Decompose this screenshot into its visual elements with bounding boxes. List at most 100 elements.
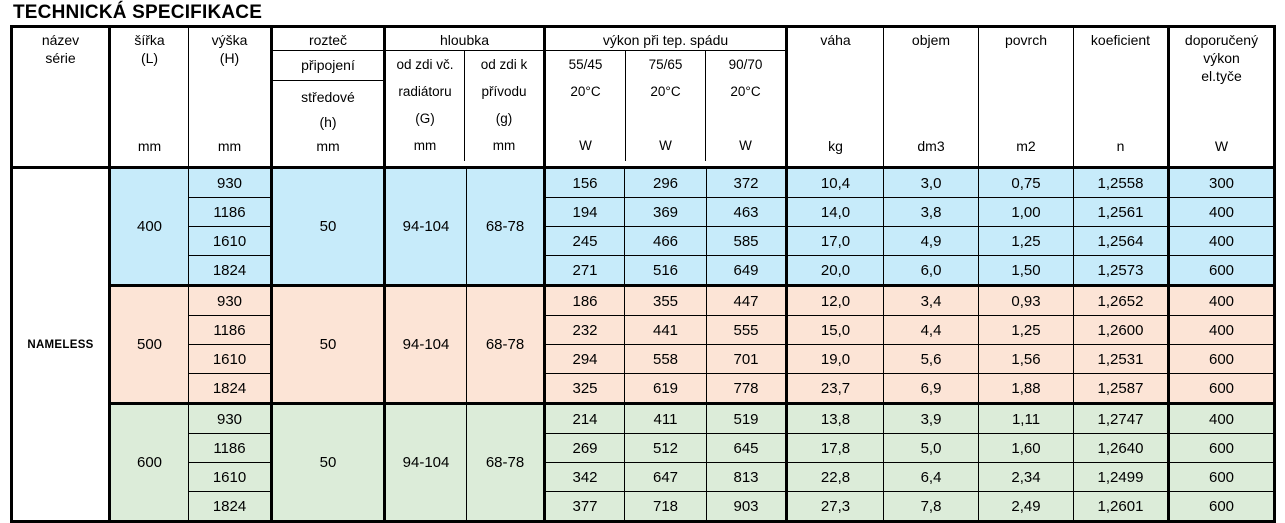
header-doporuceny: doporučený výkon el.tyče W (1168, 26, 1275, 169)
table-row: 1610 245 466 585 17,0 4,9 1,25 1,2564 40… (12, 226, 1275, 256)
header-vaha-unit: kg (828, 138, 843, 154)
cell-vykon-9070: 447 (706, 284, 788, 316)
header-hloubka-g-line1: od zdi vč. (396, 57, 454, 72)
cell-koeficient: 1,2531 (1073, 344, 1170, 374)
cell-povrch: 1,88 (978, 373, 1074, 404)
header-vykon-5545: 55/45 20°C W (546, 51, 625, 161)
cell-vykon-7565: 718 (624, 491, 707, 522)
header-hloubka-gpriv-unit: mm (492, 138, 516, 153)
header-vaha-label: váha (820, 32, 851, 48)
spec-table: název série šířka (L) mm výška (H) mm (10, 25, 1276, 523)
header-objem: objem dm3 (883, 26, 979, 169)
cell-koeficient: 1,2573 (1073, 255, 1170, 286)
header-hloubka-g-symbol: (G) (415, 111, 435, 126)
cell-vykon-7565: 512 (624, 433, 707, 463)
cell-koeficient: 1,2652 (1073, 284, 1170, 316)
cell-vaha: 12,0 (786, 284, 884, 316)
header-row: název série šířka (L) mm výška (H) mm (11, 26, 1275, 169)
header-vaha: váha kg (786, 26, 884, 169)
cell-doporuceny: 400 (1168, 197, 1275, 227)
cell-povrch: 1,11 (978, 402, 1074, 434)
header-vykon-7565-temp: 20°C (650, 84, 681, 99)
cell-objem: 3,0 (883, 167, 979, 198)
cell-povrch: 1,25 (978, 226, 1074, 256)
header-hloubka-gpriv-symbol: (g) (495, 111, 513, 126)
table-row: 600 930 50 94-104 68-78 214 411 519 13,8… (12, 402, 1275, 522)
header-roztec-line3: středové (301, 89, 355, 105)
cell-objem: 4,9 (883, 226, 979, 256)
cell-doporuceny: 600 (1168, 344, 1275, 374)
header-doporuceny-line3: el.tyče (1201, 68, 1242, 84)
cell-vykon-7565: 296 (624, 167, 707, 198)
header-roztec-line1: rozteč (274, 28, 382, 51)
cell-vaha: 19,0 (786, 344, 884, 374)
cell-vykon-9070: 649 (706, 255, 788, 286)
cell-doporuceny: 400 (1168, 402, 1275, 434)
cell-hloubka-g-priv: 68-78 (466, 284, 546, 404)
cell-vykon-5545: 342 (544, 462, 625, 492)
header-nazev-line2: série (45, 50, 76, 66)
cell-vykon-9070: 519 (706, 402, 788, 434)
header-vykon-9070-unit: W (739, 138, 752, 153)
table-row: 1824 271 516 649 20,0 6,0 1,50 1,2573 60… (12, 255, 1275, 286)
cell-vaha: 10,4 (786, 167, 884, 198)
table-row: 1186 194 369 463 14,0 3,8 1,00 1,2561 40… (12, 197, 1275, 227)
cell-vykon-7565: 619 (624, 373, 707, 404)
cell-vyska: 1824 (188, 255, 272, 286)
cell-koeficient: 1,2561 (1073, 197, 1170, 227)
cell-hloubka-g: 94-104 (384, 402, 467, 522)
cell-roztec: 50 (270, 284, 386, 404)
cell-doporuceny: 400 (1168, 315, 1275, 345)
header-roztec-symbol: (h) (319, 114, 337, 130)
header-sirka-label: šířka (134, 32, 165, 48)
cell-vykon-9070: 555 (706, 315, 788, 345)
cell-doporuceny: 600 (1168, 462, 1275, 492)
cell-objem: 3,8 (883, 197, 979, 227)
cell-vykon-7565: 647 (624, 462, 707, 492)
cell-vyska: 1186 (188, 197, 272, 227)
header-hloubka-g-unit: mm (413, 138, 437, 153)
cell-objem: 7,8 (883, 491, 979, 522)
cell-vykon-7565: 441 (624, 315, 707, 345)
header-vyska-symbol: (H) (219, 50, 240, 66)
cell-povrch: 1,50 (978, 255, 1074, 286)
cell-roztec: 50 (270, 402, 386, 522)
cell-povrch: 2,34 (978, 462, 1074, 492)
header-vykon-7565: 75/65 20°C W (625, 51, 705, 161)
table-row: 500 930 50 94-104 68-78 186 355 447 12,0… (12, 284, 1275, 404)
header-objem-unit: dm3 (917, 138, 945, 154)
cell-hloubka-g-priv: 68-78 (466, 167, 546, 286)
cell-koeficient: 1,2499 (1073, 462, 1170, 492)
header-hloubka-g: od zdi vč. radiátoru (G) mm (386, 51, 464, 161)
cell-vaha: 23,7 (786, 373, 884, 404)
table-row: 1610 294 558 701 19,0 5,6 1,56 1,2531 60… (12, 344, 1275, 374)
cell-sirka: 600 (109, 402, 189, 522)
cell-vaha: 27,3 (786, 491, 884, 522)
cell-hloubka-g: 94-104 (384, 284, 467, 404)
cell-doporuceny: 300 (1168, 167, 1275, 198)
cell-vyska: 930 (188, 402, 272, 434)
cell-koeficient: 1,2600 (1073, 315, 1170, 345)
cell-vykon-9070: 813 (706, 462, 788, 492)
cell-vyska: 930 (188, 167, 272, 198)
header-vykon-9070-gradient: 90/70 (728, 57, 763, 72)
cell-povrch: 0,75 (978, 167, 1074, 198)
cell-vaha: 17,0 (786, 226, 884, 256)
page-title: TECHNICKÁ SPECIFIKACE (13, 2, 263, 23)
cell-vykon-7565: 411 (624, 402, 707, 434)
cell-vykon-7565: 369 (624, 197, 707, 227)
table-row: 1610 342 647 813 22,8 6,4 2,34 1,2499 60… (12, 462, 1275, 492)
cell-povrch: 1,25 (978, 315, 1074, 345)
header-hloubka-gpriv-line2: přívodu (481, 84, 527, 99)
table-row: 1824 325 619 778 23,7 6,9 1,88 1,2587 60… (12, 373, 1275, 404)
cell-vykon-7565: 466 (624, 226, 707, 256)
header-koeficient-unit: n (1116, 138, 1125, 154)
cell-koeficient: 1,2587 (1073, 373, 1170, 404)
cell-vaha: 15,0 (786, 315, 884, 345)
cell-doporuceny: 600 (1168, 433, 1275, 463)
cell-roztec: 50 (270, 167, 386, 286)
header-doporuceny-line2: výkon (1203, 50, 1240, 66)
cell-objem: 6,9 (883, 373, 979, 404)
cell-vyska: 1824 (188, 491, 272, 522)
header-hloubka-label: hloubka (386, 28, 542, 51)
